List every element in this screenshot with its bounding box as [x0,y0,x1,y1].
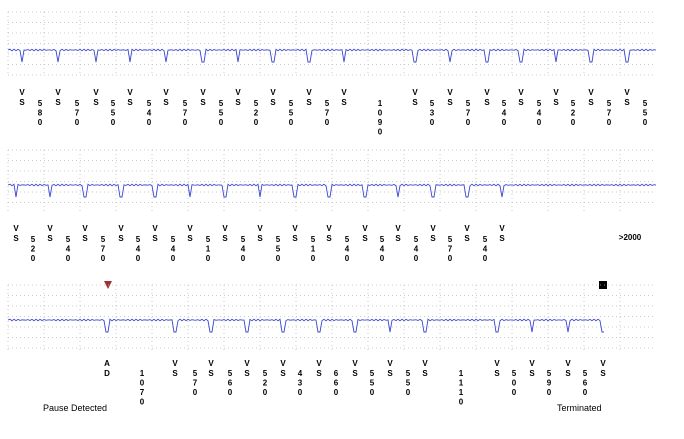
interval-note: >2000 [619,233,642,242]
egm-trace [7,48,657,63]
egm-trace [7,318,604,333]
pause-end-marker [599,281,607,289]
pause-detected-label: Pause Detected [43,403,107,413]
egm-trace [7,183,657,198]
terminated-label: Terminated [557,403,602,413]
